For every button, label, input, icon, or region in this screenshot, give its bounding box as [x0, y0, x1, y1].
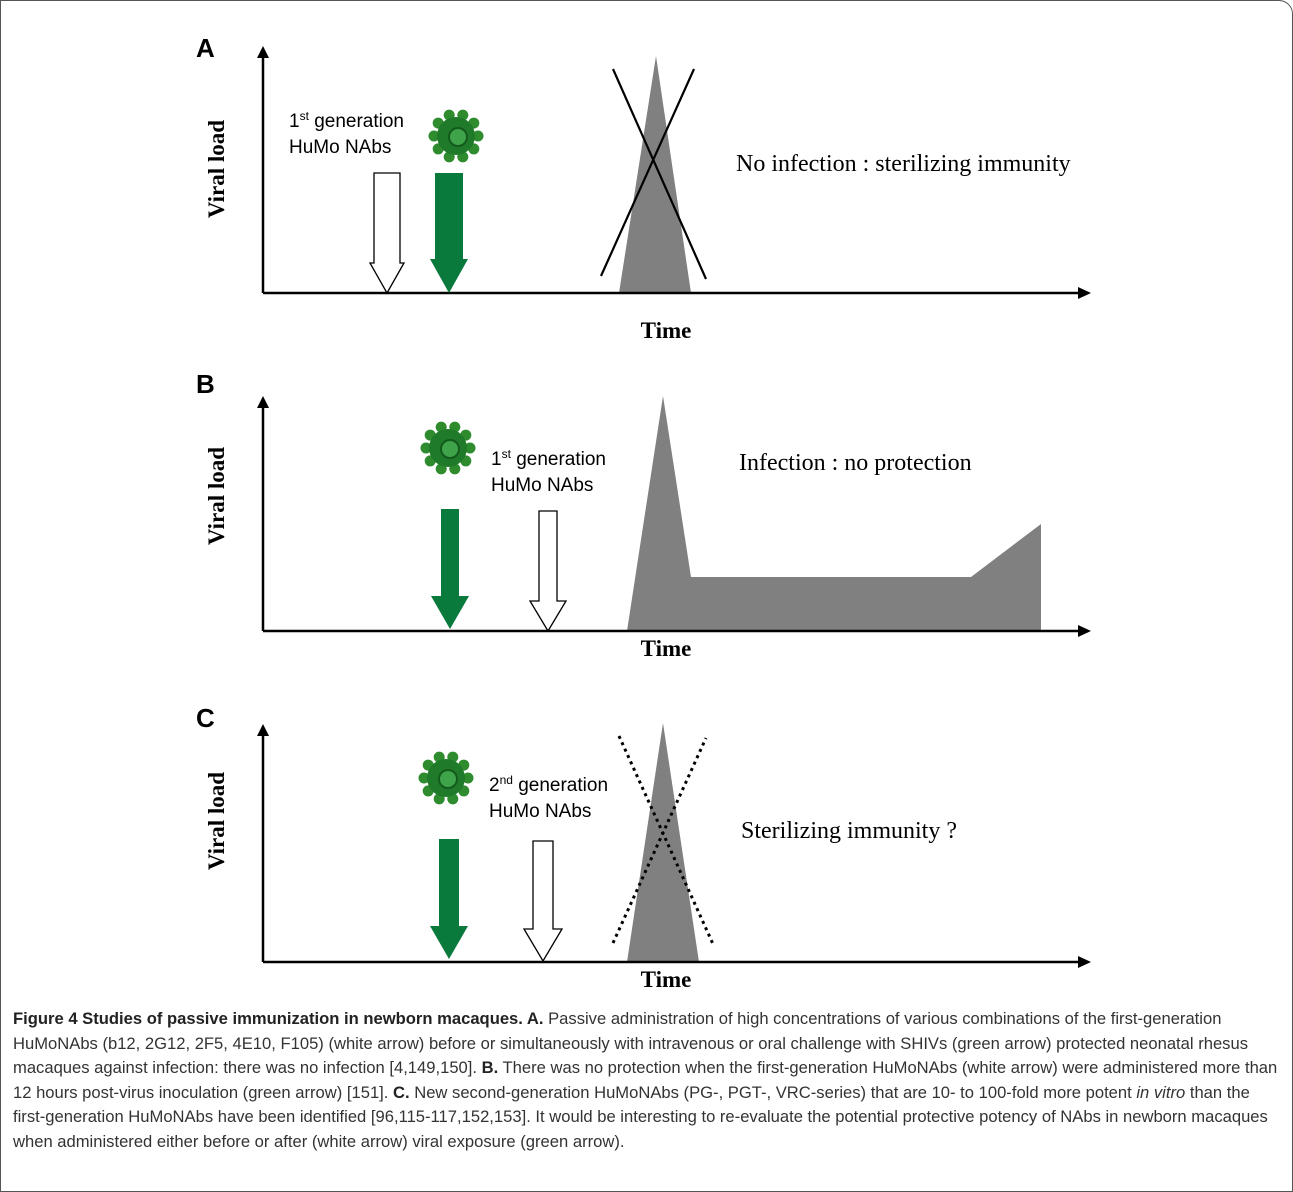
cross-line	[611, 68, 708, 280]
antibody-label: 1st generation	[491, 447, 606, 470]
white-arrow	[522, 840, 564, 963]
antibody-label-line2: HuMo NAbs	[491, 475, 593, 496]
y-axis-arrow	[257, 724, 269, 736]
virus-spike	[462, 772, 474, 784]
green-arrow	[430, 173, 468, 293]
white-arrow	[528, 510, 568, 633]
antibody-label: 1st generation	[289, 109, 404, 132]
ordinal-suffix: st	[502, 447, 512, 461]
panel: B Viral load Time 1st generation HuMo NAbs In…	[196, 369, 1091, 661]
x-axis-arrow	[1078, 287, 1091, 299]
y-axis-label: Viral load	[204, 447, 229, 545]
virus-icon	[428, 109, 484, 163]
virus-spike	[464, 442, 476, 454]
cross-line	[599, 68, 696, 277]
white-arrow	[368, 172, 406, 295]
caption-segment: Figure 4 Studies of passive immunization…	[13, 1009, 544, 1028]
caption-segment: There was no protection when the first-g…	[13, 1058, 1278, 1102]
caption-segment: C.	[393, 1082, 410, 1102]
gray-viremia	[619, 56, 691, 293]
virus-spike	[418, 772, 430, 784]
y-axis-arrow	[257, 396, 269, 408]
x-axis-label: Time	[641, 967, 692, 992]
antibody-label-line2: HuMo NAbs	[289, 137, 391, 158]
antibody-text: generation	[511, 449, 606, 470]
ordinal-suffix: st	[300, 109, 310, 123]
virus-icon	[418, 751, 474, 805]
y-axis-arrow	[257, 46, 269, 58]
ordinal-number: 1	[491, 449, 502, 470]
caption-segment: in vitro	[1136, 1082, 1186, 1102]
antibody-text: generation	[513, 775, 608, 796]
x-axis-label: Time	[641, 636, 692, 661]
panel-letter: C	[196, 703, 215, 733]
gray-viremia	[627, 723, 699, 962]
ordinal-number: 1	[289, 111, 300, 132]
panel-letter: A	[196, 33, 215, 63]
caption-segment: New second-generation HuMoNAbs (PG-, PGT…	[409, 1082, 1137, 1102]
cross-line	[611, 737, 708, 944]
antibody-label-line2: HuMo NAbs	[489, 801, 591, 822]
antibody-text: generation	[309, 111, 404, 132]
panel: A Viral load Time 1st generation HuMo NAbs No…	[196, 33, 1091, 343]
virus-core	[438, 769, 458, 789]
cross-line	[617, 735, 715, 945]
virus-core	[448, 127, 468, 147]
virus-spike	[428, 130, 440, 142]
panel-letter: B	[196, 369, 215, 399]
y-axis-label: Viral load	[204, 120, 229, 218]
gray-viremia	[627, 396, 1041, 631]
virus-spike	[420, 442, 432, 454]
ordinal-suffix: nd	[500, 773, 513, 787]
virus-spike	[472, 130, 484, 142]
y-axis-label: Viral load	[204, 772, 229, 870]
green-arrow	[431, 509, 469, 629]
green-arrow	[430, 839, 468, 959]
ordinal-number: 2	[489, 775, 500, 796]
panel: C Viral load Time 2nd generation HuMo NAbs St…	[196, 703, 1091, 992]
x-axis-arrow	[1078, 956, 1091, 968]
virus-core	[440, 439, 460, 459]
antibody-label: 2nd generation	[489, 773, 608, 796]
caption-segment: Passive administration of high concentra…	[13, 1009, 1248, 1078]
virus-icon	[420, 421, 476, 475]
outcome-text: Infection : no protection	[739, 450, 972, 476]
outcome-text: Sterilizing immunity ?	[741, 818, 957, 844]
caption-segment: than the first-generation HuMoNAbs have …	[13, 1082, 1268, 1151]
caption: Figure 4 Studies of passive immunization…	[13, 1007, 1281, 1155]
x-axis-label: Time	[641, 318, 692, 343]
outcome-text: No infection : sterilizing immunity	[736, 151, 1071, 177]
x-axis-arrow	[1078, 625, 1091, 637]
caption-segment: B.	[481, 1058, 499, 1078]
